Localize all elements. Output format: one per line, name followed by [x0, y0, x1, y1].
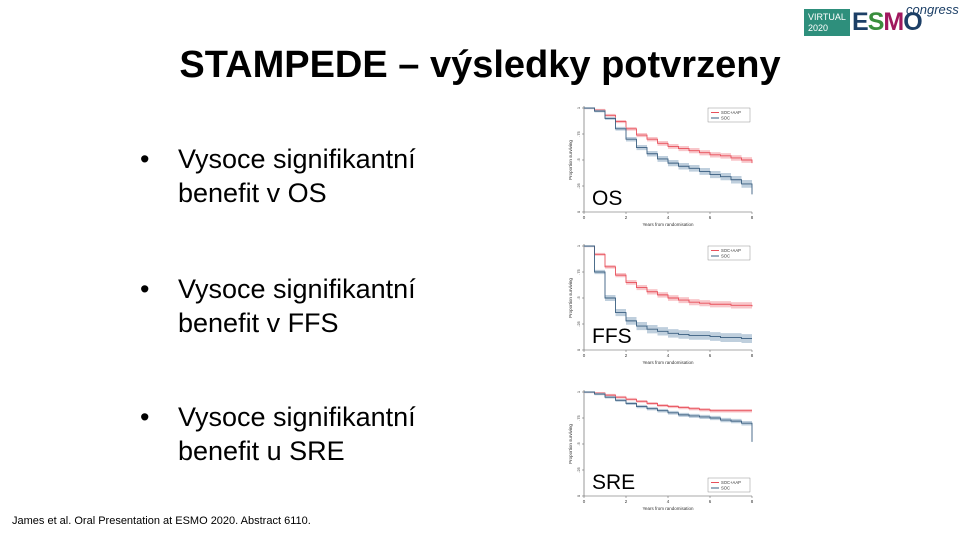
esmo-virtual-2020-logo: VIRTUAL 2020 ESMO congress — [804, 2, 959, 36]
x-tick-label: 0 — [583, 353, 586, 358]
bullet-line-2: benefit v OS — [178, 178, 327, 208]
y-tick-label: .5 — [576, 158, 581, 162]
x-tick-label: 6 — [709, 353, 712, 358]
km-chart-ffs: 0 .25 .5 .75 1 0 2 4 6 8 Years from randomisation P… — [568, 244, 754, 365]
bullet-line-1: Vysoce signifikantní — [178, 402, 416, 432]
slide-title: STAMPEDE – výsledky potvrzeny — [179, 44, 781, 86]
legend-label: SOC+AAP — [721, 110, 741, 115]
y-tick-label: .5 — [576, 296, 581, 300]
y-tick-label: 0 — [576, 210, 581, 213]
x-tick-label: 8 — [751, 353, 754, 358]
x-tick-label: 4 — [667, 499, 670, 504]
legend-label: SOC+AAP — [721, 480, 741, 485]
x-tick-label: 2 — [625, 215, 628, 220]
legend-label: SOC — [721, 254, 730, 259]
y-tick-label: .75 — [576, 414, 581, 420]
logo-letter-o: O — [903, 8, 922, 36]
x-tick-label: 4 — [667, 353, 670, 358]
y-tick-label: .25 — [576, 466, 581, 472]
x-axis-label: Years from randomisation — [642, 360, 694, 365]
x-tick-label: 8 — [751, 215, 754, 220]
bullet-item-sre: • Vysoce signifikantní benefit u SRE — [140, 400, 416, 468]
y-tick-label: .5 — [576, 442, 581, 446]
x-tick-label: 6 — [709, 215, 712, 220]
x-tick-label: 4 — [667, 215, 670, 220]
km-curve-socaap — [584, 245, 753, 307]
x-tick-label: 8 — [751, 499, 754, 504]
x-tick-label: 2 — [625, 499, 628, 504]
logo-esmo-wordmark: ESMO — [852, 8, 923, 36]
bullet-line-2: benefit u SRE — [178, 436, 345, 466]
x-tick-label: 2 — [625, 353, 628, 358]
km-chart-os: 0 .25 .5 .75 1 0 2 4 6 8 Years from randomisation P… — [568, 106, 754, 227]
logo-congress-text: congress — [906, 2, 959, 17]
bullet-item-os: • Vysoce signifikantní benefit v OS — [140, 142, 416, 210]
bullet-dot: • — [140, 274, 150, 304]
km-curve-soc — [584, 245, 752, 340]
km-curve-socaap — [584, 391, 752, 412]
panel-label: FFS — [592, 325, 632, 348]
x-tick-label: 0 — [583, 215, 586, 220]
x-axis-label: Years from randomisation — [642, 222, 694, 227]
y-tick-label: .25 — [576, 320, 581, 326]
y-axis-label: Proportion surviving — [568, 278, 573, 318]
x-axis-label: Years from randomisation — [642, 506, 694, 511]
citation-footer: James et al. Oral Presentation at ESMO 2… — [12, 515, 311, 527]
y-tick-label: 0 — [576, 494, 581, 497]
km-chart-sre: 0 .25 .5 .75 1 0 2 4 6 8 Years from randomisation P… — [568, 390, 754, 511]
x-tick-label: 0 — [583, 499, 586, 504]
y-tick-label: 1 — [576, 244, 581, 247]
legend-label: SOC+AAP — [721, 248, 741, 253]
bullet-line-2: benefit v FFS — [178, 308, 339, 338]
y-axis-label: Proportion surviving — [568, 424, 573, 464]
km-curve-soc — [584, 391, 753, 442]
legend-label: SOC — [721, 116, 730, 121]
ci-band-soc — [584, 392, 752, 445]
legend-label: SOC — [721, 486, 730, 491]
y-tick-label: 1 — [576, 106, 581, 109]
km-curve-soc — [584, 107, 753, 195]
y-tick-label: .75 — [576, 130, 581, 136]
x-tick-label: 6 — [709, 499, 712, 504]
panel-label: OS — [592, 187, 622, 210]
logo-letter-m: M — [883, 8, 904, 36]
logo-virtual-badge: VIRTUAL 2020 — [804, 9, 850, 36]
bullet-line-1: Vysoce signifikantní — [178, 274, 416, 304]
panel-label: SRE — [592, 471, 635, 494]
logo-year-text: 2020 — [808, 23, 829, 33]
logo-virtual-text: VIRTUAL — [808, 12, 846, 22]
logo-letter-s: S — [867, 8, 885, 36]
y-tick-label: .75 — [576, 268, 581, 274]
y-axis-label: Proportion surviving — [568, 140, 573, 180]
y-tick-label: 1 — [576, 390, 581, 393]
bullet-dot: • — [140, 402, 150, 432]
bullet-item-ffs: • Vysoce signifikantní benefit v FFS — [140, 272, 416, 340]
bullet-line-1: Vysoce signifikantní — [178, 144, 416, 174]
bullet-dot: • — [140, 144, 150, 174]
logo-letter-e: E — [852, 8, 869, 36]
y-tick-label: .25 — [576, 182, 581, 188]
y-tick-label: 0 — [576, 348, 581, 351]
